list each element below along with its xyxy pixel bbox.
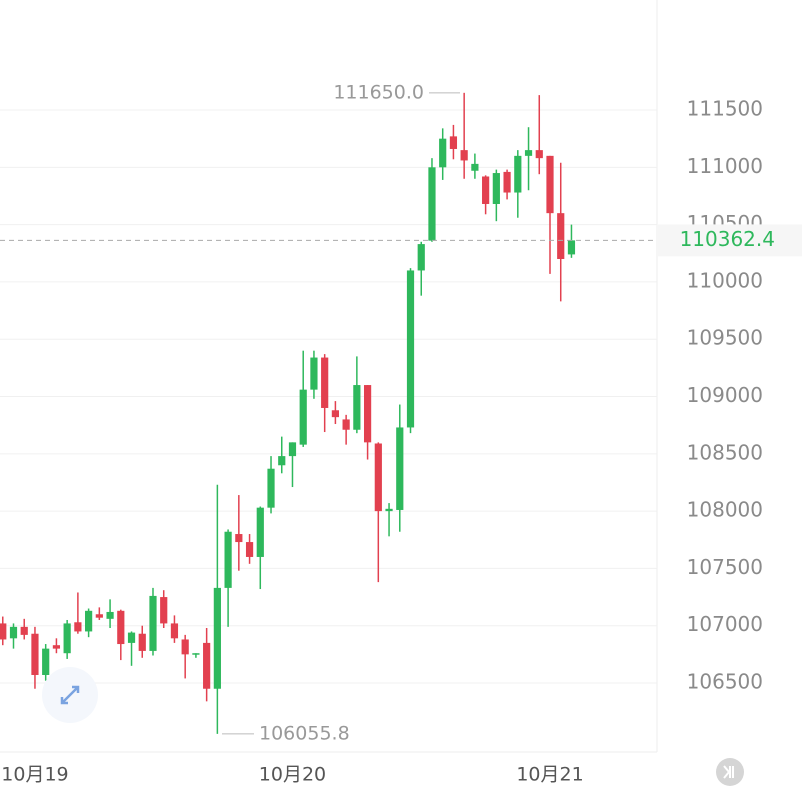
min-label: 106055.8	[259, 722, 350, 744]
candle-body	[127, 632, 136, 643]
candle-body	[428, 167, 436, 241]
scroll-end-button[interactable]	[716, 758, 744, 786]
candle-body	[406, 270, 415, 428]
candle-body	[42, 648, 50, 675]
candle-body	[439, 138, 447, 168]
candle-body	[460, 150, 468, 161]
y-tick-label: 111000	[687, 154, 763, 178]
candle-body	[535, 150, 543, 159]
candle-body	[235, 534, 243, 543]
candle-body	[363, 385, 372, 443]
scroll-end-icon	[723, 765, 734, 779]
candle-body	[310, 357, 318, 390]
x-tick-label: 10月20	[259, 764, 326, 786]
y-tick-label: 110000	[687, 268, 763, 292]
expand-icon	[60, 685, 80, 705]
y-tick-label: 108500	[687, 440, 763, 464]
candle-body	[449, 136, 458, 149]
candle-body	[492, 173, 500, 204]
candle-body	[256, 507, 264, 557]
candle-body	[278, 456, 286, 466]
candle-body	[20, 626, 28, 635]
candle-body	[31, 633, 39, 675]
candle-body	[224, 531, 232, 588]
candle-body	[288, 442, 297, 457]
candle-body	[524, 150, 533, 156]
candle-body	[95, 614, 103, 618]
candle-body	[0, 623, 7, 640]
candle-body	[203, 642, 211, 689]
candle-body	[52, 645, 61, 649]
candle-body	[63, 623, 71, 654]
candle-body	[267, 468, 275, 508]
last-price-box	[658, 224, 802, 257]
candle-body	[170, 623, 179, 639]
candle-body	[149, 595, 157, 651]
candle-body	[181, 639, 189, 655]
y-tick-label: 107000	[687, 612, 763, 636]
candle-body	[514, 155, 522, 193]
candle-body	[85, 610, 93, 632]
candle-body	[546, 155, 554, 214]
y-tick-label: 108000	[687, 498, 763, 522]
candle-body	[138, 633, 146, 651]
candle-body	[417, 244, 425, 271]
candle-body	[321, 357, 329, 408]
y-tick-label: 111500	[687, 97, 763, 121]
candle-body	[482, 176, 490, 204]
candle-body	[331, 410, 339, 418]
candle-body	[106, 611, 114, 619]
candle-body	[245, 542, 254, 557]
candle-body	[503, 171, 511, 193]
candle-body	[192, 653, 200, 655]
candle-body	[374, 443, 382, 512]
candle-body	[299, 389, 307, 445]
candle-body	[396, 427, 404, 510]
y-tick-label: 106500	[687, 670, 763, 694]
candle-body	[117, 610, 125, 645]
candle-body	[74, 622, 82, 632]
max-label: 111650.0	[333, 81, 424, 103]
candle-body	[471, 163, 479, 171]
y-tick-label: 109500	[687, 326, 763, 350]
x-tick-label: 10月19	[1, 764, 68, 786]
candle-body	[342, 419, 350, 430]
candle-body	[567, 240, 576, 255]
expand-button[interactable]	[42, 667, 98, 723]
last-price-label: 110362.4	[680, 227, 775, 251]
candle-body	[9, 626, 18, 639]
y-tick-label: 109000	[687, 383, 763, 407]
y-tick-label: 107500	[687, 555, 763, 579]
candle-body	[213, 587, 221, 689]
candle-body	[353, 385, 361, 430]
candle-body	[160, 597, 168, 624]
candle-body	[385, 508, 393, 512]
x-tick-label: 10月21	[516, 764, 583, 786]
candle-body	[557, 213, 565, 259]
